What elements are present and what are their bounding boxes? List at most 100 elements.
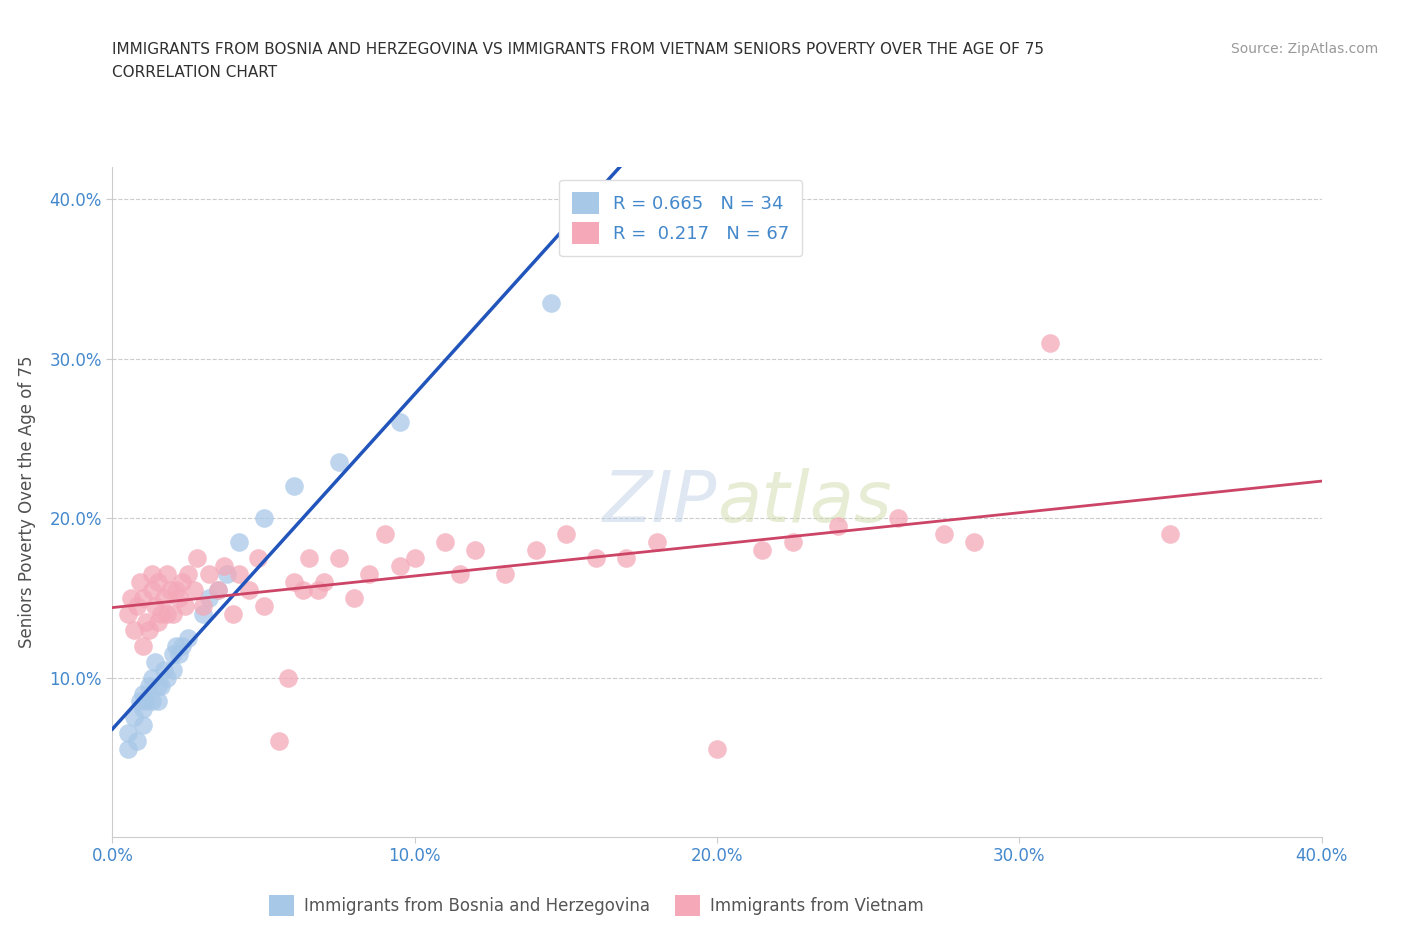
- Point: [464, 542, 486, 557]
- Point: [524, 542, 547, 557]
- Point: [120, 591, 142, 605]
- Point: [191, 598, 214, 613]
- Point: [125, 734, 148, 749]
- Point: [128, 694, 150, 709]
- Point: [495, 566, 517, 581]
- Point: [138, 622, 160, 637]
- Point: [135, 615, 157, 630]
- Point: [170, 575, 193, 590]
- Point: [291, 582, 314, 597]
- Point: [183, 582, 205, 597]
- Point: [132, 591, 155, 605]
- Point: [170, 638, 193, 653]
- Point: [932, 526, 955, 541]
- Point: [963, 535, 986, 550]
- Point: [146, 694, 169, 709]
- Point: [222, 606, 245, 621]
- Point: [143, 598, 166, 613]
- Point: [246, 551, 269, 565]
- Point: [540, 296, 562, 311]
- Point: [267, 734, 290, 749]
- Point: [328, 551, 350, 565]
- Point: [167, 591, 190, 605]
- Point: [217, 566, 239, 581]
- Point: [146, 615, 169, 630]
- Point: [186, 551, 208, 565]
- Point: [283, 575, 305, 590]
- Point: [156, 606, 179, 621]
- Point: [228, 535, 250, 550]
- Point: [343, 591, 366, 605]
- Point: [125, 598, 148, 613]
- Point: [298, 551, 321, 565]
- Point: [122, 710, 145, 724]
- Legend: Immigrants from Bosnia and Herzegovina, Immigrants from Vietnam: Immigrants from Bosnia and Herzegovina, …: [262, 889, 931, 923]
- Point: [162, 662, 184, 677]
- Point: [162, 606, 184, 621]
- Point: [156, 566, 179, 581]
- Point: [645, 535, 668, 550]
- Point: [162, 646, 184, 661]
- Point: [122, 622, 145, 637]
- Point: [138, 678, 160, 693]
- Point: [141, 582, 163, 597]
- Point: [228, 566, 250, 581]
- Point: [174, 598, 197, 613]
- Point: [449, 566, 471, 581]
- Point: [238, 582, 260, 597]
- Point: [146, 678, 169, 693]
- Point: [314, 575, 336, 590]
- Point: [277, 671, 299, 685]
- Point: [128, 575, 150, 590]
- Y-axis label: Seniors Poverty Over the Age of 75: Seniors Poverty Over the Age of 75: [18, 356, 35, 648]
- Point: [585, 551, 607, 565]
- Point: [198, 566, 221, 581]
- Point: [149, 678, 172, 693]
- Text: CORRELATION CHART: CORRELATION CHART: [112, 65, 277, 80]
- Point: [827, 519, 849, 534]
- Point: [141, 694, 163, 709]
- Point: [207, 582, 229, 597]
- Point: [388, 559, 411, 574]
- Point: [141, 671, 163, 685]
- Point: [359, 566, 381, 581]
- Point: [1038, 336, 1062, 351]
- Point: [328, 455, 350, 470]
- Point: [307, 582, 329, 597]
- Point: [153, 662, 176, 677]
- Point: [117, 726, 139, 741]
- Point: [149, 606, 172, 621]
- Point: [433, 535, 456, 550]
- Point: [554, 526, 576, 541]
- Point: [132, 702, 155, 717]
- Point: [214, 559, 236, 574]
- Point: [177, 566, 200, 581]
- Point: [141, 566, 163, 581]
- Point: [1159, 526, 1181, 541]
- Point: [177, 631, 200, 645]
- Point: [159, 582, 181, 597]
- Point: [253, 511, 276, 525]
- Point: [782, 535, 804, 550]
- Point: [117, 742, 139, 757]
- Point: [887, 511, 910, 525]
- Point: [374, 526, 396, 541]
- Point: [404, 551, 426, 565]
- Point: [117, 606, 139, 621]
- Point: [146, 575, 169, 590]
- Point: [132, 638, 155, 653]
- Point: [283, 479, 305, 494]
- Point: [388, 415, 411, 430]
- Point: [132, 718, 155, 733]
- Point: [207, 582, 229, 597]
- Point: [751, 542, 773, 557]
- Text: Source: ZipAtlas.com: Source: ZipAtlas.com: [1230, 42, 1378, 56]
- Point: [165, 582, 187, 597]
- Point: [135, 694, 157, 709]
- Point: [132, 686, 155, 701]
- Point: [706, 742, 728, 757]
- Point: [153, 591, 176, 605]
- Point: [198, 591, 221, 605]
- Point: [253, 598, 276, 613]
- Text: IMMIGRANTS FROM BOSNIA AND HERZEGOVINA VS IMMIGRANTS FROM VIETNAM SENIORS POVERT: IMMIGRANTS FROM BOSNIA AND HERZEGOVINA V…: [112, 42, 1045, 57]
